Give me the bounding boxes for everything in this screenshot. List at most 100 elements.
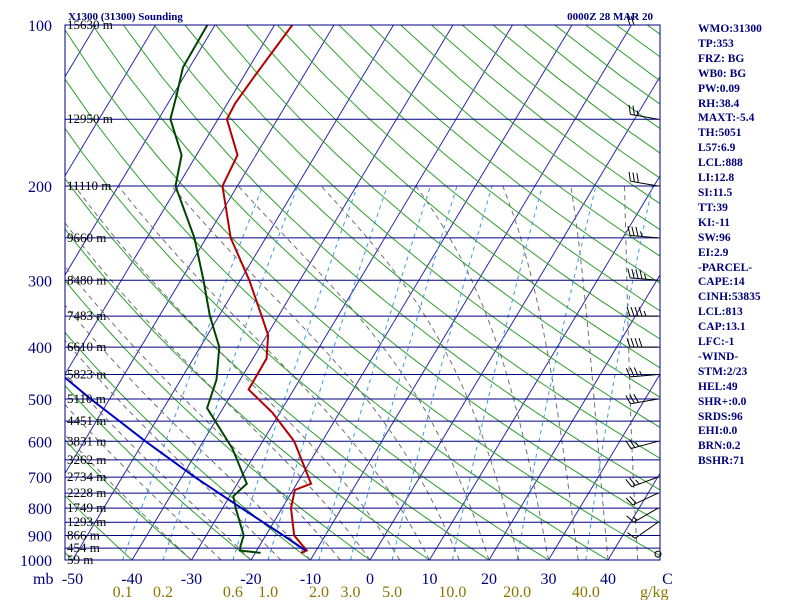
index-entry: BRN:0.2 (698, 440, 741, 453)
wind-barb-flag (629, 477, 636, 486)
height-label: 1293 m (67, 514, 106, 529)
wind-barb-flag (627, 532, 636, 539)
wind-barb-flag (629, 367, 635, 377)
index-entry: EI:2.9 (698, 246, 729, 259)
mixing-ratio-tick-label: 5.0 (382, 584, 402, 600)
wind-barb-flag (630, 337, 635, 348)
wind-barb-shaft (630, 113, 659, 120)
isotherm-line (250, 25, 573, 560)
wind-barb-shaft (630, 373, 659, 378)
isotherm-line (429, 174, 660, 560)
index-entry: SHR+:0.0 (698, 395, 747, 408)
isotherm-line (65, 25, 216, 276)
mixing-ratio-tick-label: 10.0 (438, 584, 466, 600)
isotherm-line (65, 25, 275, 376)
height-label: 11110 m (67, 178, 111, 193)
index-entry: CAPE:14 (698, 276, 745, 289)
wind-barb-flag (632, 172, 635, 182)
temperature-tick-label: 0 (366, 571, 374, 588)
pressure-tick-label: 400 (28, 340, 52, 357)
index-entry: -WIND- (698, 350, 739, 363)
wind-barb-flag (630, 15, 635, 26)
wind-barb-half-flag (632, 516, 638, 521)
isotherm-line (310, 25, 632, 560)
wind-barb-flag (639, 269, 643, 279)
temperature-tick-label: -30 (181, 571, 202, 588)
wind-barb-flag (638, 306, 643, 317)
wind-barb-half-flag (643, 310, 647, 317)
height-label: 3262 m (67, 452, 106, 467)
index-entry: WMO:31300 (698, 23, 762, 35)
moist-adiabat-line (65, 339, 282, 560)
wind-barb-shaft (633, 507, 659, 523)
mixing-ratio-line (267, 185, 388, 560)
wind-barbs (625, 15, 662, 558)
plot-frame (64, 24, 661, 561)
wind-barb-flag (626, 306, 631, 317)
stability-indices-panel: WMO:31300 TP:353 FRZ: BG WB0: BG PW:0.09 RH:3… (698, 22, 798, 469)
index-entry: STM:2/23 (698, 365, 748, 378)
wind-barb (654, 550, 662, 558)
wind-barb (626, 507, 659, 523)
wind-barb-shaft (631, 476, 659, 488)
pressure-tick-label: 300 (28, 273, 52, 290)
index-entry: RH:38.4 (698, 97, 740, 110)
wind-barb-flag (632, 105, 635, 116)
wind-barb-half-flag (635, 441, 640, 447)
mixing-ratio-tick-label: 3.0 (340, 584, 360, 600)
height-label: 8480 m (67, 272, 106, 287)
height-label: 4451 m (67, 413, 106, 428)
height-label: 1749 m (67, 500, 106, 515)
temperature-tick-labels: -50 -40 -30 -20 -10 0 10 20 30 40 C (62, 571, 673, 588)
wind-barb-flag (626, 15, 631, 26)
mixing-ratio-unit-label: g/kg (640, 584, 668, 600)
index-entry: CAP:13.1 (698, 321, 746, 334)
index-entry: HEL:49 (698, 380, 738, 393)
wind-barb (625, 476, 659, 488)
height-label: 9660 m (67, 230, 106, 245)
wind-barb-flag (625, 497, 633, 506)
wind-barb-flag (636, 173, 639, 183)
wind-barb (628, 171, 659, 187)
wind-barb-half-flag (635, 479, 640, 485)
wind-barb-shaft (632, 492, 659, 506)
moist-adiabat-line (65, 372, 252, 560)
mixing-ratio-tick-label: 1.0 (258, 584, 278, 600)
pressure-tick-label: 900 (28, 529, 52, 546)
pressure-tick-label: 500 (28, 392, 52, 409)
wind-barb-shaft (630, 180, 659, 187)
wind-barb-flag (626, 337, 631, 348)
moist-adiabat-line (118, 185, 430, 560)
wind-barb (627, 268, 659, 281)
temperature-tick-label: 20 (481, 571, 497, 588)
wind-barb-flag (628, 171, 631, 182)
pressure-tick-label: 600 (28, 434, 52, 451)
index-entry: SRDS:96 (698, 410, 743, 423)
height-label: 59 m (67, 552, 93, 567)
calm-wind-circle (654, 550, 662, 558)
wind-barb-flag (635, 226, 639, 237)
wind-barb-flag (629, 439, 636, 448)
mixing-ratio-tick-label: 0.2 (153, 584, 173, 600)
temperature-tick-label: -10 (300, 571, 321, 588)
wind-barb-flag (626, 515, 635, 523)
isotherm-line (72, 25, 394, 560)
index-entry: TP:353 (698, 37, 734, 50)
wind-barb (626, 337, 658, 348)
wind-barb-flag (627, 226, 631, 236)
index-entry: EHI:0.0 (698, 425, 738, 438)
index-entry: L57:6.9 (698, 142, 736, 155)
height-label: 12950 m (67, 111, 113, 126)
temperature-tick-label: -20 (240, 571, 261, 588)
wind-barb-flag (629, 496, 637, 504)
wind-barb-flag (625, 368, 631, 378)
moist-adiabat-line (171, 185, 460, 560)
wind-barb (625, 367, 659, 378)
height-label: 866 m (67, 528, 100, 543)
wind-barb-shaft (634, 521, 659, 539)
pressure-tick-label: 700 (28, 470, 52, 487)
wind-barb-flag (625, 395, 631, 405)
pressure-tick-label: 100 (28, 18, 52, 35)
